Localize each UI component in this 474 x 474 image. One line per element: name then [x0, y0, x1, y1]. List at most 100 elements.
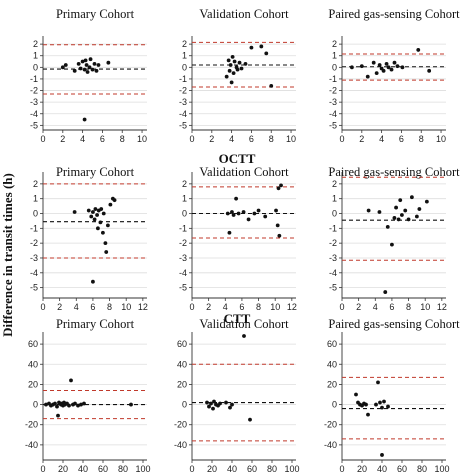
data-point [69, 378, 73, 383]
data-point [382, 399, 386, 404]
panel-title: Primary Cohort [56, 165, 135, 179]
data-point [246, 217, 251, 222]
data-point [417, 207, 422, 211]
y-tick-label: -2 [30, 86, 38, 96]
data-point [82, 67, 87, 72]
data-point [209, 401, 213, 406]
y-tick-label: -1 [30, 74, 38, 84]
x-tick-label: 60 [247, 464, 257, 474]
data-point [94, 68, 99, 73]
panel-title: Paired gas-sensing Cohort [328, 7, 460, 21]
data-point [259, 44, 264, 49]
panel-title: Paired gas-sensing Cohort [328, 165, 460, 179]
y-tick-label: 2 [182, 39, 187, 49]
x-tick-label: 60 [397, 464, 407, 474]
y-tick-label: 2 [332, 39, 337, 49]
y-tick-label: -1 [329, 74, 337, 84]
data-point [274, 208, 278, 213]
data-point [98, 220, 103, 225]
data-point [380, 405, 384, 410]
panel-title: Primary Cohort [56, 7, 135, 21]
data-point [103, 241, 108, 246]
data-point [239, 66, 244, 71]
data-point [224, 74, 229, 79]
data-point [86, 208, 91, 213]
data-point [76, 403, 80, 408]
x-tick-label: 6 [90, 302, 95, 312]
y-tick-label: 0 [182, 209, 187, 219]
data-point [354, 392, 358, 397]
data-point [279, 183, 283, 188]
data-point [236, 211, 241, 216]
y-tick-label: -20 [25, 420, 38, 430]
y-tick-label: 60 [327, 339, 337, 349]
data-point [55, 404, 59, 409]
data-point [108, 202, 113, 207]
data-point [394, 205, 398, 210]
y-tick-label: -2 [30, 238, 38, 248]
data-point [99, 207, 104, 211]
data-point [80, 59, 85, 64]
data-point [366, 208, 371, 213]
data-point [366, 412, 370, 417]
x-tick-label: 20 [357, 464, 367, 474]
x-tick-label: 4 [223, 302, 228, 312]
y-tick-label: -3 [329, 97, 337, 107]
y-tick-label: -3 [179, 253, 187, 263]
y-tick-label: 40 [28, 359, 38, 369]
data-point [390, 242, 394, 247]
data-point [249, 45, 254, 50]
x-tick-label: 6 [399, 134, 404, 144]
x-tick-label: 40 [227, 464, 237, 474]
x-tick-label: 6 [100, 134, 105, 144]
data-point [227, 68, 232, 73]
data-point [93, 207, 98, 211]
x-tick-label: 4 [379, 134, 384, 144]
y-tick-label: 40 [177, 359, 187, 369]
data-point [389, 67, 394, 72]
panel-title: Validation Cohort [199, 317, 289, 331]
y-tick-label: -1 [329, 223, 337, 233]
data-point [378, 400, 382, 405]
data-point [365, 74, 370, 79]
data-point [230, 54, 235, 59]
y-tick-label: 1 [33, 51, 38, 61]
data-point [44, 402, 48, 407]
y-tick-label: 2 [182, 179, 187, 189]
data-point [76, 61, 81, 66]
y-tick-label: -4 [179, 109, 187, 119]
y-tick-label: -4 [329, 109, 337, 119]
x-tick-label: 20 [207, 464, 217, 474]
section-title-ctt: CTT [224, 311, 251, 326]
y-tick-label: -40 [174, 440, 187, 450]
data-point [277, 233, 282, 238]
data-point [67, 403, 71, 408]
panel-title: Primary Cohort [56, 317, 135, 331]
data-point [85, 70, 90, 74]
y-tick-label: -3 [179, 97, 187, 107]
data-point [414, 214, 419, 219]
data-point [91, 279, 95, 284]
data-point [96, 63, 101, 67]
data-point [82, 117, 87, 122]
x-tick-label: 100 [434, 464, 449, 474]
data-point [95, 213, 99, 217]
data-point [380, 453, 384, 457]
data-point [248, 417, 252, 422]
data-point [72, 210, 77, 214]
y-tick-label: -5 [30, 120, 38, 130]
data-point [56, 413, 60, 418]
data-point [91, 210, 95, 214]
y-tick-label: 1 [33, 194, 38, 204]
y-tick-label: 20 [28, 379, 38, 389]
x-tick-label: 2 [57, 302, 62, 312]
x-tick-label: 80 [267, 464, 277, 474]
x-tick-label: 40 [377, 464, 387, 474]
data-point [82, 401, 86, 406]
data-point [78, 66, 83, 71]
data-point [106, 60, 111, 65]
x-tick-label: 10 [420, 302, 430, 312]
